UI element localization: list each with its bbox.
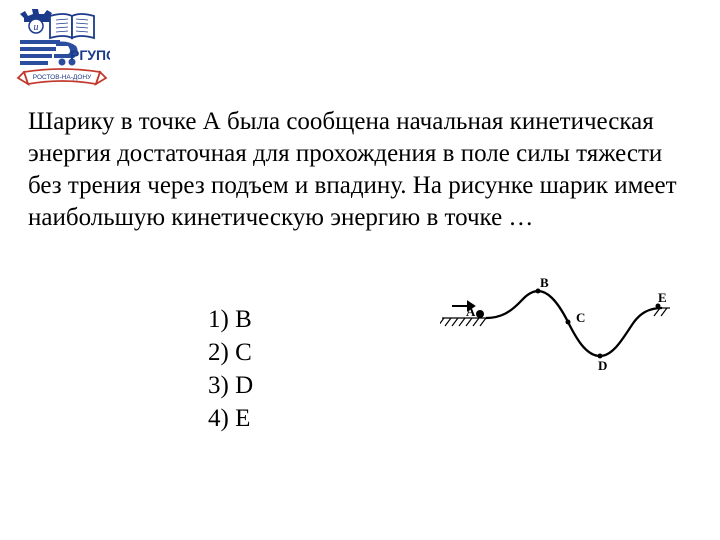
physics-diagram: A B C D E xyxy=(440,278,670,373)
label-a: A xyxy=(466,304,476,319)
option-2: 2) C xyxy=(208,337,253,369)
logo-subtext: РОСТОВ-НА-ДОНУ xyxy=(33,74,92,81)
banner-icon: РОСТОВ-НА-ДОНУ xyxy=(18,69,106,84)
ball-a xyxy=(476,310,484,318)
institution-logo: u РГУПС xyxy=(14,8,110,101)
label-b: B xyxy=(540,278,549,290)
option-3: 3) D xyxy=(208,370,253,402)
label-e: E xyxy=(658,290,667,305)
track-curve xyxy=(486,291,662,356)
train-wing-icon xyxy=(20,40,78,66)
point-c-dot xyxy=(566,320,571,325)
book-icon xyxy=(50,14,94,38)
option-4: 4) E xyxy=(208,403,253,435)
ground-hatch-left xyxy=(440,318,486,326)
label-d: D xyxy=(598,358,607,373)
logo-text: РГУПС xyxy=(70,47,110,63)
label-c: C xyxy=(576,310,585,325)
question-text: Шарику в точке А была сообщена начальная… xyxy=(28,106,692,234)
svg-text:u: u xyxy=(34,22,39,33)
option-1: 1) B xyxy=(208,304,253,336)
answer-options: 1) B 2) C 3) D 4) E xyxy=(208,304,253,436)
